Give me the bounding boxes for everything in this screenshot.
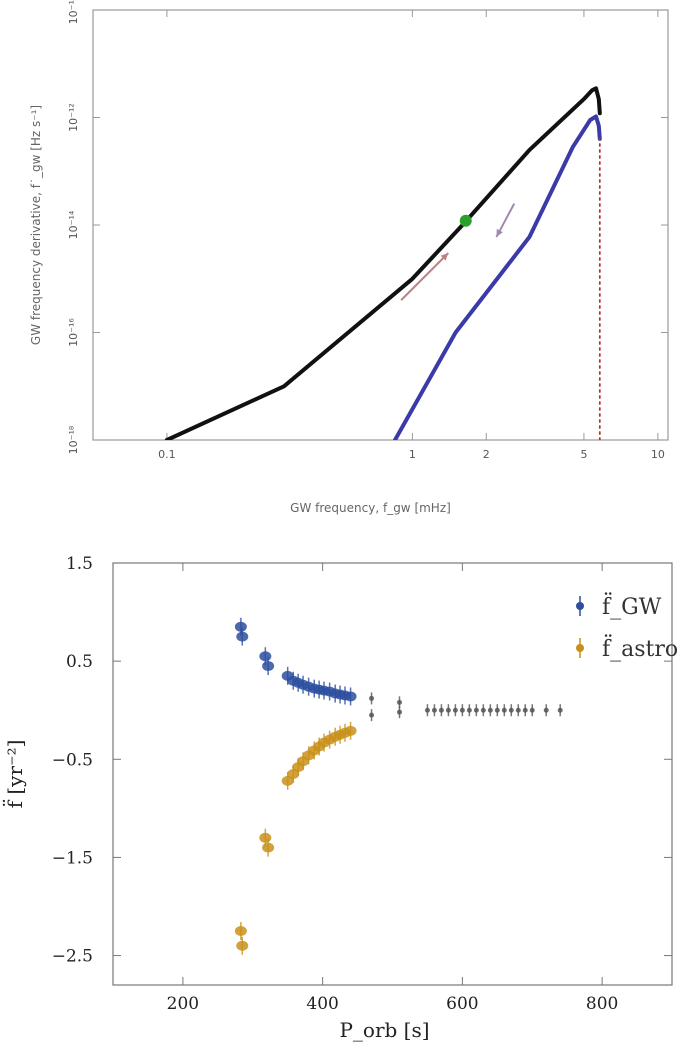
data-point (396, 709, 402, 715)
legend: f̈_GW f̈_astro (576, 593, 678, 662)
y-tick-label: −1.5 (52, 848, 93, 868)
x-axis-label: GW frequency, f_gw [mHz] (290, 501, 451, 515)
evolution-arrowhead (440, 253, 449, 261)
data-point (259, 651, 272, 662)
legend-label: f̈_astro (602, 635, 678, 662)
y-tick-label: 10⁻¹⁴ (67, 210, 80, 239)
data-point (557, 707, 563, 713)
data-point (344, 725, 357, 736)
x-tick-label: 10 (651, 448, 665, 461)
data-point (236, 631, 249, 642)
y-tick-label: −2.5 (52, 947, 93, 967)
bottom-chart: 200 400 600 800 1.5 0.5 −0.5 −1.5 −2.5 P_orb [s] f… (3, 554, 678, 1042)
data-point (236, 940, 249, 951)
data-point (424, 707, 430, 713)
y-axis-label: GW frequency derivative, f˙_gw [Hz s⁻¹] (29, 105, 43, 345)
data-point (515, 707, 521, 713)
y-tick-label: 1.5 (66, 554, 93, 574)
evolution-arrow (400, 252, 449, 301)
y-tick-label: 10⁻¹² (67, 103, 80, 132)
series-blue-line (393, 114, 602, 440)
y-tick-label: 10⁻¹⁸ (67, 425, 80, 454)
y-axis-label: f̈ [yr⁻²] (3, 740, 27, 809)
marker-point (459, 214, 472, 227)
evolution-arrowhead (496, 228, 503, 237)
data-point (522, 707, 528, 713)
data-point (344, 691, 357, 702)
y-tick-label: 10⁻¹⁶ (67, 318, 80, 347)
x-tick-label: 5 (580, 448, 587, 461)
y-tick-label: 10⁻¹⁰ (67, 0, 80, 24)
plot-frame (92, 9, 669, 441)
data-point (445, 707, 451, 713)
data-point (452, 707, 458, 713)
data-point (487, 707, 493, 713)
data-point (259, 832, 272, 843)
series-near-zero (369, 692, 563, 722)
data-point (494, 707, 500, 713)
y-tick-label: −0.5 (52, 750, 93, 770)
data-point (508, 707, 514, 713)
data-point (369, 695, 375, 701)
data-point (431, 707, 437, 713)
data-point (466, 707, 472, 713)
plot-frame (112, 562, 673, 986)
x-axis-label: P_orb [s] (339, 1018, 429, 1042)
data-point (543, 707, 549, 713)
data-point (369, 712, 375, 718)
data-point (234, 621, 247, 632)
data-point (234, 926, 247, 937)
x-tick-label: 400 (306, 994, 338, 1014)
x-tick-label: 2 (483, 448, 490, 461)
x-tick-label: 800 (586, 994, 618, 1014)
series-f-astro (234, 721, 357, 955)
data-point (459, 707, 465, 713)
data-point (473, 707, 479, 713)
x-tick-label: 200 (167, 994, 199, 1014)
data-point (480, 707, 486, 713)
x-tick-label: 1 (409, 448, 416, 461)
data-point (262, 661, 275, 672)
data-point (529, 707, 535, 713)
legend-symbol (576, 602, 584, 610)
legend-label: f̈_GW (602, 593, 662, 620)
series-black-line (164, 86, 602, 440)
y-tick-label: 0.5 (66, 652, 93, 672)
data-point (396, 699, 402, 705)
data-point (438, 707, 444, 713)
legend-symbol (576, 644, 584, 652)
x-tick-label: 0.1 (158, 448, 176, 461)
series-f-gw (234, 617, 357, 706)
data-point (501, 707, 507, 713)
x-tick-label: 600 (446, 994, 478, 1014)
data-point (262, 842, 275, 853)
top-chart: 0.1 1 2 5 10 10⁻¹⁸ 10⁻¹⁶ 10⁻¹⁴ 10⁻¹² 10⁻¹⁰ GW freq… (29, 0, 669, 515)
